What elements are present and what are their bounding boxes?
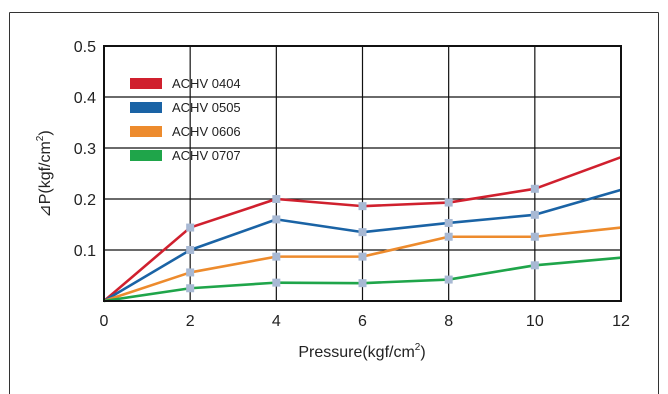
data-point — [358, 252, 367, 261]
x-tick-label: 4 — [272, 313, 281, 330]
data-point — [530, 232, 539, 241]
y-tick-label: 0.4 — [74, 90, 96, 107]
x-axis-label: Pressure(kgf/cm2) — [298, 342, 425, 361]
y-axis-label: ⊿P(kgf/cm2) — [35, 130, 54, 217]
y-axis-label-sup: 2 — [35, 135, 46, 141]
data-point — [186, 284, 195, 293]
legend-label: ACHV 0505 — [172, 100, 241, 115]
legend: ACHV 0404 ACHV 0505 ACHV 0606 ACHV 0707 — [130, 76, 241, 163]
legend-swatch — [130, 78, 162, 89]
data-point — [186, 246, 195, 254]
x-tick-label: 12 — [612, 313, 630, 330]
data-markers — [186, 184, 539, 293]
tick-labels: 0 2 4 6 8 10 12 0.5 0.4 0.3 0.2 0.1 — [74, 39, 630, 330]
data-point — [530, 210, 539, 219]
data-point — [272, 215, 281, 224]
data-point — [272, 252, 281, 261]
x-axis-label-main: Pressure(kgf/cm — [298, 344, 414, 361]
data-point — [444, 218, 453, 227]
x-tick-label: 0 — [100, 313, 109, 330]
y-axis-label-main: ⊿P(kgf/cm — [37, 141, 54, 218]
data-point — [444, 232, 453, 241]
data-point — [272, 278, 281, 287]
x-tick-label: 6 — [358, 313, 367, 330]
data-point — [358, 202, 367, 211]
data-point — [186, 268, 195, 277]
x-tick-label: 10 — [526, 313, 544, 330]
data-point — [358, 228, 367, 237]
x-axis-label-tail: ) — [420, 344, 425, 361]
data-point — [444, 198, 453, 207]
legend-swatch — [130, 150, 162, 161]
data-point — [272, 195, 281, 203]
y-tick-label: 0.2 — [74, 192, 96, 209]
y-tick-label: 0.1 — [74, 243, 96, 260]
x-tick-label: 2 — [186, 313, 195, 330]
x-tick-label: 8 — [444, 313, 453, 330]
y-tick-label: 0.5 — [74, 39, 96, 56]
y-axis-label-tail: ) — [37, 130, 54, 135]
legend-label: ACHV 0606 — [172, 124, 241, 139]
y-tick-label: 0.3 — [74, 141, 96, 158]
legend-label: ACHV 0404 — [172, 76, 241, 91]
data-point — [186, 223, 195, 232]
data-point — [530, 261, 539, 270]
legend-label: ACHV 0707 — [172, 148, 241, 163]
x-axis-label-sup: 2 — [415, 342, 421, 353]
plot-area-border — [103, 45, 622, 302]
legend-swatch — [130, 102, 162, 113]
data-point — [358, 279, 367, 288]
data-point — [444, 275, 453, 284]
data-point — [530, 184, 539, 193]
legend-swatch — [130, 126, 162, 137]
